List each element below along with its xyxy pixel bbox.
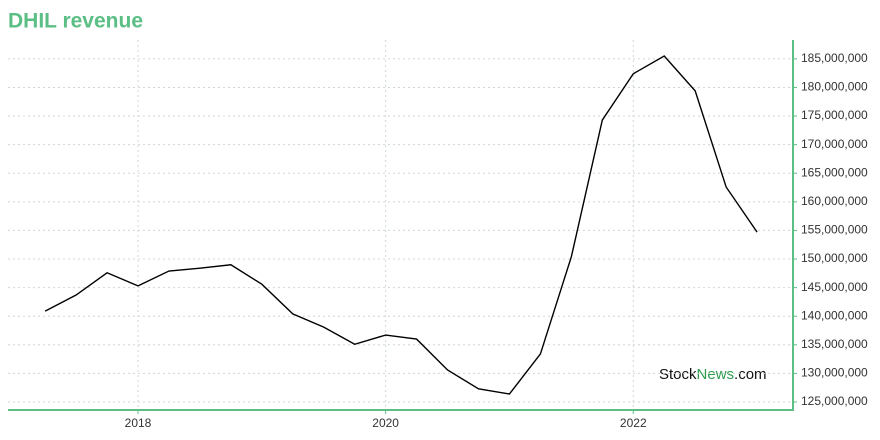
y-tick-label: 175,000,000 [801, 108, 868, 122]
y-tick-label: 185,000,000 [801, 51, 868, 65]
y-tick-label: 130,000,000 [801, 366, 868, 380]
y-tick-label: 140,000,000 [801, 308, 868, 322]
x-tick-label: 2020 [372, 416, 399, 430]
y-tick-label: 170,000,000 [801, 137, 868, 151]
y-tick-label: 155,000,000 [801, 223, 868, 237]
watermark-part: Stock [659, 366, 697, 383]
chart-title: DHIL revenue [8, 10, 143, 33]
x-tick-label: 2022 [620, 416, 647, 430]
y-tick-label: 165,000,000 [801, 165, 868, 179]
x-tick-label: 2018 [125, 416, 152, 430]
line [44, 55, 758, 395]
watermark: StockNews.com [659, 366, 767, 383]
y-tick-label: 180,000,000 [801, 80, 868, 94]
watermark-part: .com [734, 366, 767, 383]
watermark-part: News [697, 366, 735, 383]
y-tick-label: 135,000,000 [801, 337, 868, 351]
y-tick-label: 145,000,000 [801, 280, 868, 294]
y-tick-label: 160,000,000 [801, 194, 868, 208]
y-tick-label: 150,000,000 [801, 251, 868, 265]
y-tick-label: 125,000,000 [801, 394, 868, 408]
